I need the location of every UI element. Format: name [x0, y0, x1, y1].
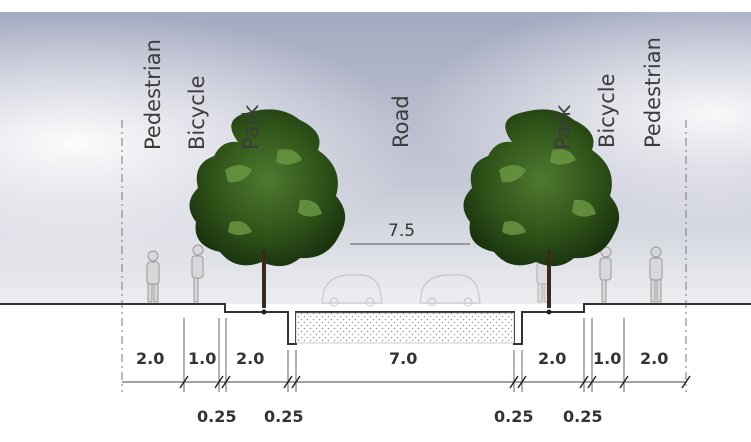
left-pedestrian-label: Pedestrian: [141, 39, 165, 150]
carriageway-dimension: 7.0: [389, 349, 417, 368]
carriageway-hatch: [295, 312, 515, 344]
road-label: Road: [389, 95, 413, 148]
left-park-label: Park: [239, 104, 263, 150]
road-total-dimension: 7.5: [388, 221, 415, 241]
left-kerb-dimension-b: 0.25: [264, 407, 303, 426]
cyclist-icon: [191, 244, 204, 303]
left-bicycle-label: Bicycle: [185, 75, 209, 150]
right-park-dimension: 2.0: [538, 349, 566, 368]
tree-right-icon: [463, 109, 620, 308]
car-icon: [321, 274, 383, 307]
car-icon: [419, 274, 481, 307]
tree-left-icon: [189, 109, 346, 308]
tree-base-point: [546, 309, 552, 315]
right-park-label: Park: [551, 104, 575, 150]
right-bicycle-label: Bicycle: [595, 73, 619, 148]
dimension-ticks: [183, 318, 625, 392]
left-kerb-dimension-a: 0.25: [197, 407, 236, 426]
right-bicycle-dimension: 1.0: [593, 349, 621, 368]
right-pedestrian-label: Pedestrian: [641, 37, 665, 148]
left-bicycle-dimension: 1.0: [188, 349, 216, 368]
left-pedestrian-dimension: 2.0: [136, 349, 164, 368]
right-pedestrian-dimension: 2.0: [640, 349, 668, 368]
pedestrian-icon: [146, 250, 160, 303]
tree-base-point: [261, 309, 267, 315]
right-kerb-dimension-b: 0.25: [563, 407, 602, 426]
cyclist-icon: [599, 246, 612, 303]
dimension-slashes: [179, 375, 691, 389]
left-park-dimension: 2.0: [236, 349, 264, 368]
ground-profile-line: [0, 303, 751, 345]
pedestrian-icon: [649, 246, 663, 303]
right-kerb-dimension-a: 0.25: [494, 407, 533, 426]
cloud-right: [0, 12, 751, 304]
